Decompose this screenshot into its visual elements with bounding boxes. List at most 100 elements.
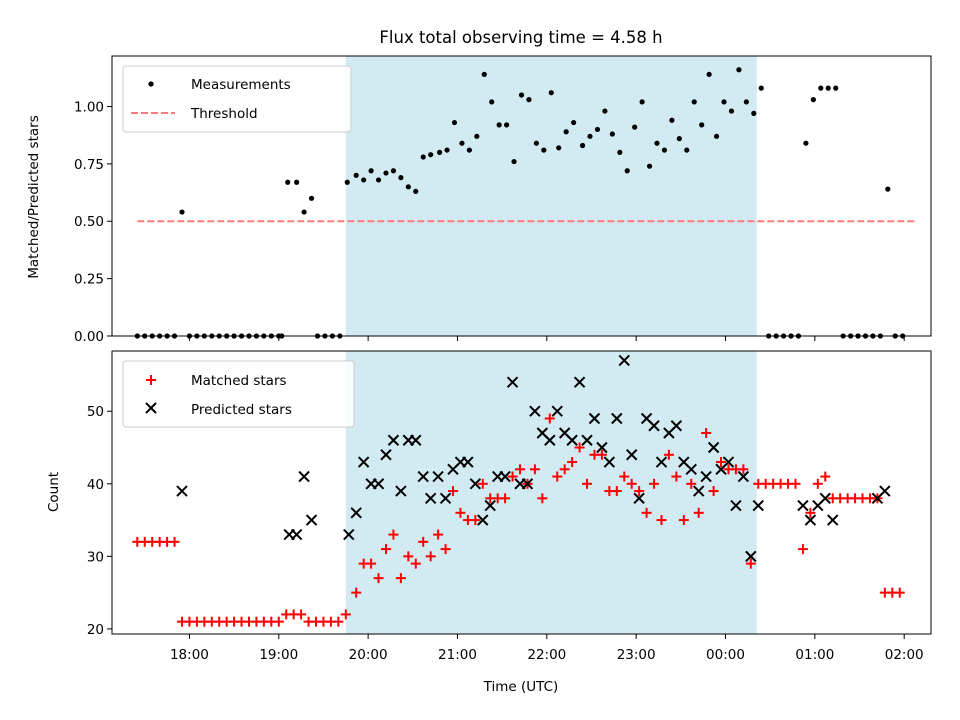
measurement-point <box>743 99 749 105</box>
matched-star-point <box>641 507 652 518</box>
y-tick-label: 40 <box>87 477 104 493</box>
measurement-point <box>833 85 839 91</box>
predicted-star-point <box>298 470 310 483</box>
measurement-point <box>533 140 539 146</box>
predicted-star-point <box>752 499 764 512</box>
measurement-point <box>361 177 367 183</box>
legend-predicted-marker <box>145 402 157 414</box>
measurement-point <box>825 85 831 91</box>
matched-star-point <box>701 427 712 438</box>
predicted-star-point <box>521 478 534 490</box>
matched-star-point <box>716 457 727 468</box>
predicted-star-point <box>432 470 444 483</box>
measurement-point <box>661 147 668 153</box>
bottom-x-ticks: 18:00 19:00 20:00 21:00 22:00 23:00 00:00 01:00… <box>170 634 924 663</box>
predicted-star-point <box>290 528 303 541</box>
predicted-star-point <box>499 470 511 483</box>
predicted-star-point <box>506 376 519 388</box>
matched-star-point <box>455 507 466 518</box>
predicted-star-point <box>469 478 482 490</box>
predicted-star-point <box>176 485 188 497</box>
predicted-star-point <box>670 420 683 432</box>
predicted-star-point <box>484 499 496 512</box>
measurement-point <box>294 179 300 185</box>
predicted-star-point <box>417 470 429 483</box>
measurement-point <box>684 147 690 153</box>
predicted-star-point <box>588 412 601 425</box>
top-legend: Measurements Threshold <box>122 65 352 133</box>
predicted-star-point <box>380 449 392 461</box>
legend-threshold-label: Threshold <box>190 106 258 122</box>
matched-star-point <box>380 544 391 555</box>
measurement-point <box>617 149 623 155</box>
measurement-point <box>548 90 554 96</box>
predicted-star-point <box>372 478 385 490</box>
predicted-star-point <box>730 499 742 512</box>
matched-star-point <box>656 515 667 526</box>
measurement-point <box>451 119 458 126</box>
matched-star-point <box>544 413 555 424</box>
x-tick-label: 18:00 <box>170 647 209 663</box>
predicted-star-point <box>596 441 608 454</box>
measurement-point <box>818 85 824 91</box>
measurement-point <box>758 85 764 91</box>
chart-title: Flux total observing time = 4.58 h <box>379 28 662 47</box>
matched-star-point <box>634 486 645 497</box>
measurement-point <box>639 99 645 105</box>
measurement-point <box>285 179 291 185</box>
predicted-star-point <box>424 492 437 505</box>
measurement-point <box>301 209 307 215</box>
legend-predicted-label: Predicted stars <box>191 402 292 418</box>
measurement-point <box>728 108 735 114</box>
top-axes-frame <box>111 55 932 337</box>
y-tick-label: 30 <box>87 549 104 565</box>
measurement-point <box>721 99 727 105</box>
predicted-star-point <box>648 420 660 432</box>
predicted-star-point <box>462 456 474 468</box>
matched-star-point <box>340 609 351 620</box>
measurement-point <box>459 140 465 146</box>
predicted-star-point <box>387 434 400 446</box>
measurement-point <box>466 147 472 153</box>
matched-star-point <box>805 507 816 518</box>
predicted-star-point <box>350 507 362 519</box>
measurement-point <box>179 209 185 215</box>
predicted-star-point <box>827 514 839 526</box>
matched-star-point <box>440 544 451 555</box>
measurement-point <box>803 140 809 146</box>
measurement-point <box>428 152 434 158</box>
bottom-axes-frame <box>111 350 932 635</box>
measurement-point <box>368 168 374 174</box>
measurement-point <box>437 149 443 155</box>
measurement-point <box>736 67 742 73</box>
measurement-point <box>489 99 495 105</box>
measurement-point <box>496 122 502 128</box>
predicted-star-point <box>544 434 556 446</box>
matched-star-point <box>663 449 674 460</box>
matched-star-point <box>537 493 548 504</box>
measurement-point <box>375 177 382 183</box>
x-tick-label: 22:00 <box>527 647 566 663</box>
predicted-star-point <box>737 470 750 483</box>
top-panel: 0.00 0.25 0.50 0.75 1.00 Flux total observin… <box>26 28 932 345</box>
matched-star-point <box>433 529 444 540</box>
matched-star-point <box>738 464 749 475</box>
matched-star-point <box>477 478 488 489</box>
measurement-point <box>699 122 705 128</box>
measurement-point <box>405 184 411 190</box>
top-x-ticks <box>188 336 905 341</box>
legend-measurements-label: Measurements <box>191 77 291 93</box>
predicted-star-point <box>305 514 318 526</box>
x-tick-label: 01:00 <box>795 647 834 663</box>
predicted-star-point <box>633 492 645 505</box>
matched-star-point <box>619 471 630 482</box>
predicted-star-point <box>343 528 355 541</box>
measurement-point <box>420 154 426 160</box>
bottom-x-axis-label: Time (UTC) <box>483 679 559 695</box>
predicted-star-point <box>410 434 422 446</box>
measurement-point <box>353 172 359 178</box>
measurement-point <box>444 147 450 153</box>
predicted-star-point <box>700 470 712 483</box>
measurement-point <box>751 110 757 116</box>
bottom-marks <box>132 354 905 627</box>
